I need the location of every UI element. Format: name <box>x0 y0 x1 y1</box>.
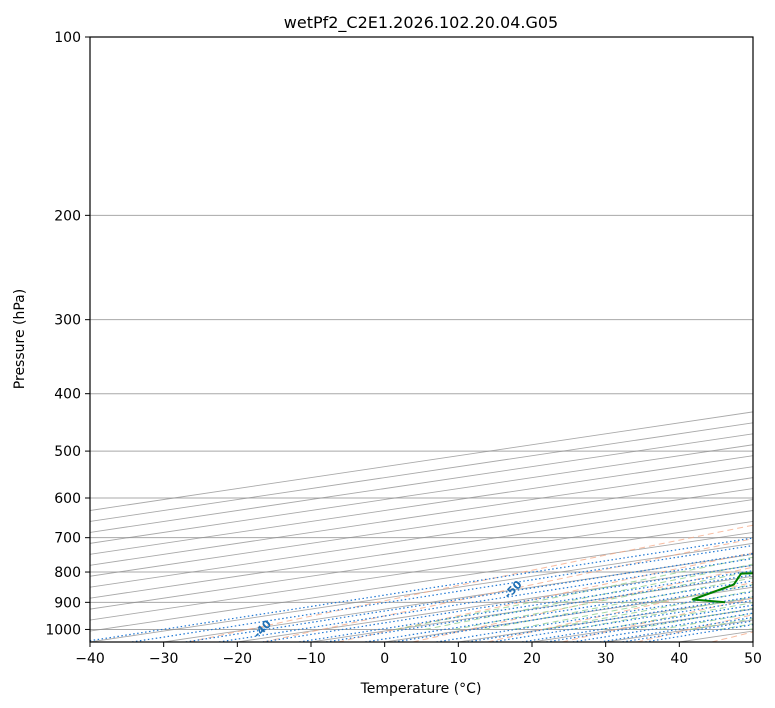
x-tick-label: 0 <box>380 651 389 667</box>
mixing-ratio-line <box>185 552 753 642</box>
isotherm-line <box>90 499 753 599</box>
isotherm-line <box>90 531 753 632</box>
isotherm-line <box>90 520 753 621</box>
x-axis: −40 −30 −20 −10 0 10 20 30 40 50 <box>75 642 762 667</box>
dry-adiabat <box>487 581 753 642</box>
dry-adiabat <box>636 614 753 642</box>
y-tick-label: 600 <box>54 491 81 507</box>
y-tick-label: 400 <box>54 387 81 403</box>
x-tick-label: −40 <box>75 651 105 667</box>
x-tick-label: 20 <box>523 651 541 667</box>
mixing-ratio-line <box>218 557 753 642</box>
mixing-ratio-line <box>522 604 753 642</box>
moist-adiabat <box>483 577 753 630</box>
isotherm-label: -60 <box>764 536 775 559</box>
moist-adiabat <box>424 563 753 630</box>
y-tick-label: 500 <box>54 444 81 460</box>
moist-adiabat <box>601 602 753 630</box>
mixing-ratio-line <box>599 616 753 642</box>
y-tick-label: 100 <box>54 30 81 46</box>
x-tick-label: 30 <box>597 651 615 667</box>
isotherm-line <box>90 466 753 566</box>
y-tick-label: 700 <box>54 531 81 547</box>
isotherm-line <box>90 433 753 533</box>
isotherm-line <box>384 586 753 642</box>
isotherm-line <box>90 510 753 610</box>
x-tick-label: 50 <box>744 651 762 667</box>
moist-adiabat <box>395 556 753 630</box>
y-tick-label: 900 <box>54 595 81 611</box>
mixing-ratio-line <box>492 599 753 642</box>
dry-adiabat <box>562 597 753 642</box>
isotherm-line <box>90 542 753 642</box>
isotherm-line <box>310 575 753 642</box>
mixing-ratio-line <box>326 574 753 642</box>
x-tick-label: −30 <box>149 651 179 667</box>
moist-adiabat <box>719 623 753 630</box>
plot-frame <box>89 36 754 643</box>
chart-title: wetPf2_C2E1.2026.102.20.04.G05 <box>284 13 558 33</box>
y-tick-label: 200 <box>54 208 81 224</box>
moist-adiabat <box>572 596 753 630</box>
dry-adiabat <box>711 631 753 642</box>
isotherm-line <box>679 630 753 642</box>
moist-adiabat <box>542 590 753 630</box>
isotherm-line <box>90 444 753 544</box>
mixing-ratio-line <box>572 612 753 642</box>
x-tick-label: −20 <box>223 651 253 667</box>
plot-area: 0.10.20.40.611.52346810131620253036-100-… <box>90 37 775 642</box>
x-axis-label: Temperature (°C) <box>360 681 482 697</box>
moist-adiabat <box>513 583 753 630</box>
isotherm-line <box>531 608 753 642</box>
x-tick-label: 40 <box>670 651 688 667</box>
isotherm-line <box>90 488 753 588</box>
isotherm-line <box>90 477 753 577</box>
y-axis-label: Pressure (hPa) <box>12 289 28 389</box>
isotherm-line <box>752 641 753 642</box>
isotherm-line <box>458 597 753 642</box>
isotherm-line <box>605 619 753 642</box>
x-tick-label: 10 <box>449 651 467 667</box>
dry-adiabat <box>188 524 753 642</box>
moist-adiabat <box>660 612 753 630</box>
dry-adiabat <box>263 538 753 642</box>
mixing-ratio-line <box>90 537 753 642</box>
y-axis: 100 200 300 400 500 600 700 800 900 1000 <box>45 30 90 638</box>
mixing-ratio-line <box>546 608 753 642</box>
dry-adiabat <box>412 566 753 642</box>
y-tick-label: 300 <box>54 313 81 329</box>
y-tick-label: 1000 <box>45 622 81 638</box>
y-tick-label: 800 <box>54 565 81 581</box>
x-tick-label: −10 <box>296 651 326 667</box>
mixing-ratio-line <box>131 544 753 642</box>
isotherm-line <box>90 455 753 555</box>
isotherm-line <box>90 411 753 511</box>
isotherm-line <box>90 422 753 522</box>
